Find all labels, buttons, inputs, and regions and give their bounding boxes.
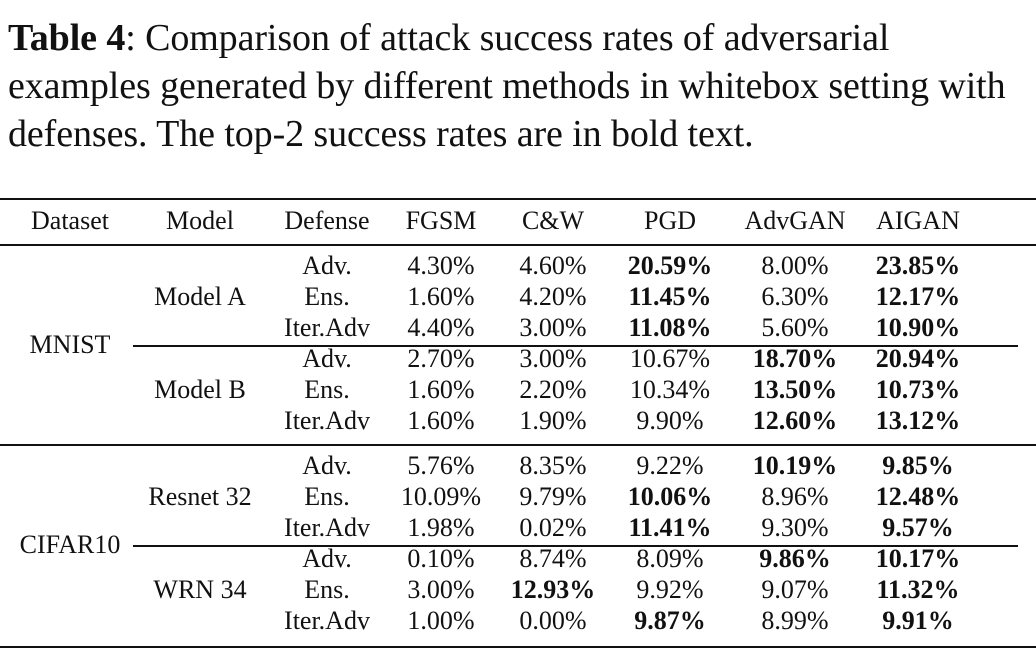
value-cell: 9.79% — [519, 482, 587, 511]
value-cell: 5.60% — [761, 313, 829, 342]
model-separator-rule — [133, 545, 1018, 547]
value-cell: 8.00% — [761, 251, 829, 280]
column-header: C&W — [521, 206, 585, 235]
value-cell: 1.90% — [519, 406, 587, 435]
value-cell: 18.70% — [752, 344, 838, 373]
defense-cell: Iter.Adv — [284, 513, 370, 542]
dataset-cell: CIFAR10 — [19, 529, 121, 559]
value-cell: 13.12% — [875, 406, 961, 435]
value-cell: 10.06% — [627, 482, 713, 511]
value-cell: 8.74% — [519, 544, 587, 573]
model-cell: Model A — [154, 282, 246, 311]
defense-cell: Ens. — [304, 482, 350, 511]
column-header: AdvGAN — [744, 206, 846, 235]
value-cell: 10.90% — [875, 313, 961, 342]
defense-cell: Iter.Adv — [284, 406, 370, 435]
value-cell: 9.30% — [761, 513, 829, 542]
value-cell: 8.96% — [761, 482, 829, 511]
value-cell: 11.45% — [628, 282, 712, 311]
value-cell: 3.00% — [519, 344, 587, 373]
defense-cell: Ens. — [304, 375, 350, 404]
value-cell: 10.17% — [875, 544, 961, 573]
model-cell: Resnet 32 — [148, 482, 252, 511]
dataset-separator-rule — [0, 444, 1036, 446]
model-cell: Model B — [154, 375, 246, 404]
value-cell: 12.93% — [510, 575, 596, 604]
value-cell: 6.30% — [761, 282, 829, 311]
column-header: Model — [166, 206, 234, 235]
value-cell: 10.09% — [400, 482, 482, 511]
value-cell: 3.00% — [407, 575, 475, 604]
value-cell: 1.00% — [407, 606, 475, 635]
value-cell: 0.10% — [407, 544, 475, 573]
value-cell: 9.57% — [882, 513, 954, 542]
dataset-cell: MNIST — [29, 329, 111, 359]
value-cell: 20.59% — [627, 251, 713, 280]
value-cell: 9.07% — [761, 575, 829, 604]
value-cell: 0.00% — [519, 606, 587, 635]
value-cell: 12.17% — [875, 282, 961, 311]
value-cell: 10.19% — [752, 451, 838, 480]
value-cell: 12.60% — [752, 406, 838, 435]
value-cell: 9.92% — [636, 575, 704, 604]
defense-cell: Ens. — [304, 282, 350, 311]
value-cell: 4.60% — [519, 251, 587, 280]
value-cell: 2.70% — [407, 344, 475, 373]
defense-cell: Adv. — [302, 544, 352, 573]
value-cell: 1.60% — [407, 282, 475, 311]
value-cell: 4.30% — [407, 251, 475, 280]
value-cell: 1.60% — [407, 375, 475, 404]
column-header: Dataset — [31, 206, 109, 235]
value-cell: 8.99% — [761, 606, 829, 635]
defense-cell: Iter.Adv — [284, 313, 370, 342]
value-cell: 11.41% — [628, 513, 712, 542]
caption-text: : Comparison of attack success rates of … — [8, 17, 1006, 155]
value-cell: 10.67% — [629, 344, 711, 373]
value-cell: 5.76% — [407, 451, 475, 480]
defense-cell: Adv. — [302, 451, 352, 480]
model-cell: WRN 34 — [153, 575, 247, 604]
value-cell: 4.40% — [407, 313, 475, 342]
value-cell: 9.85% — [882, 451, 954, 480]
table-caption: Table 4: Comparison of attack success ra… — [8, 14, 1023, 158]
value-cell: 12.48% — [875, 482, 961, 511]
value-cell: 20.94% — [875, 344, 961, 373]
defense-cell: Adv. — [302, 251, 352, 280]
value-cell: 13.50% — [752, 375, 838, 404]
defense-cell: Ens. — [304, 575, 350, 604]
value-cell: 2.20% — [519, 375, 587, 404]
value-cell: 11.32% — [876, 575, 960, 604]
value-cell: 9.91% — [882, 606, 954, 635]
header-rule — [0, 244, 1036, 246]
defense-cell: Adv. — [302, 344, 352, 373]
value-cell: 8.09% — [636, 544, 704, 573]
value-cell: 8.35% — [519, 451, 587, 480]
value-cell: 9.86% — [759, 544, 831, 573]
value-cell: 23.85% — [875, 251, 961, 280]
value-cell: 3.00% — [519, 313, 587, 342]
value-cell: 1.98% — [407, 513, 475, 542]
value-cell: 9.87% — [634, 606, 706, 635]
value-cell: 9.22% — [636, 451, 704, 480]
table-top-rule — [0, 198, 1036, 200]
value-cell: 11.08% — [628, 313, 712, 342]
column-header: PGD — [643, 206, 697, 235]
model-separator-rule — [133, 345, 1018, 347]
value-cell: 1.60% — [407, 406, 475, 435]
column-header: Defense — [284, 206, 370, 235]
value-cell: 9.90% — [636, 406, 704, 435]
table-bottom-rule — [0, 646, 1036, 648]
value-cell: 0.02% — [519, 513, 587, 542]
defense-cell: Iter.Adv — [284, 606, 370, 635]
value-cell: 10.73% — [875, 375, 961, 404]
caption-label: Table 4 — [8, 17, 126, 59]
value-cell: 10.34% — [629, 375, 711, 404]
column-header: AIGAN — [876, 206, 960, 235]
value-cell: 4.20% — [519, 282, 587, 311]
column-header: FGSM — [405, 206, 477, 235]
